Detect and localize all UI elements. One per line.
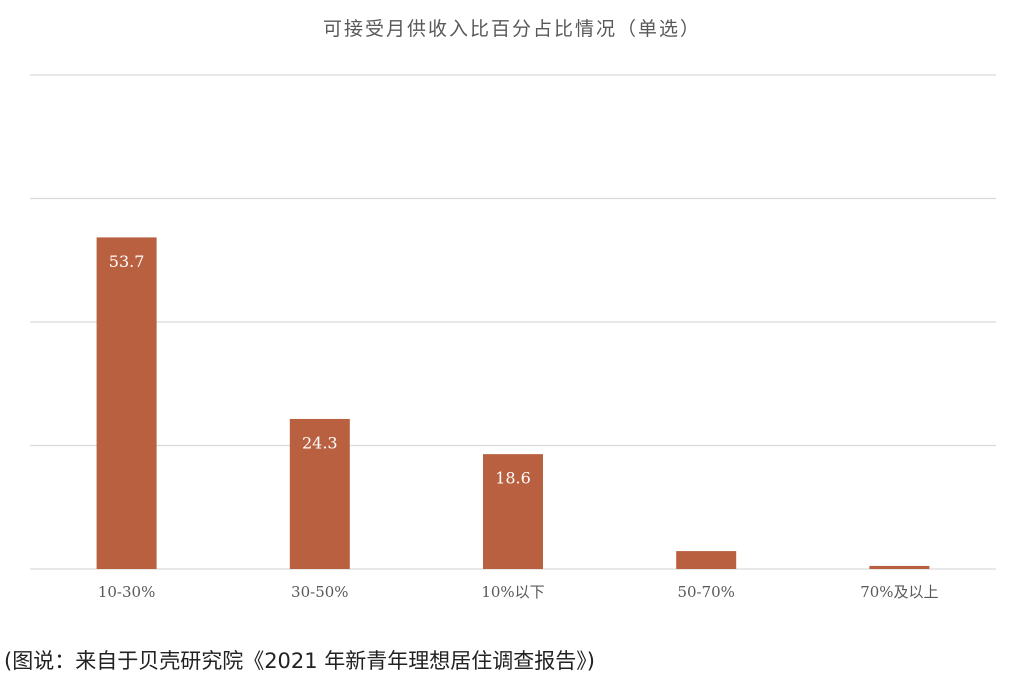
x-tick-label: 10-30% — [98, 583, 156, 601]
chart-title: 可接受月供收入比百分占比情况（单选） — [323, 18, 701, 40]
x-tick-label: 50-70% — [677, 583, 735, 601]
bar — [483, 454, 543, 569]
caption: (图说：来自于贝壳研究院《2021 年新青年理想居住调查报告》) — [4, 649, 595, 673]
bar — [289, 418, 350, 569]
data-label: 24.3 — [302, 433, 338, 452]
bar — [96, 237, 157, 569]
data-label: 18.6 — [495, 469, 531, 488]
bar — [869, 565, 930, 569]
x-tick-label: 70%及以上 — [860, 583, 938, 601]
bar — [676, 551, 737, 569]
data-label: 53.7 — [109, 252, 145, 271]
x-tick-label: 10%以下 — [481, 583, 544, 601]
x-tick-label: 30-50% — [291, 583, 349, 601]
